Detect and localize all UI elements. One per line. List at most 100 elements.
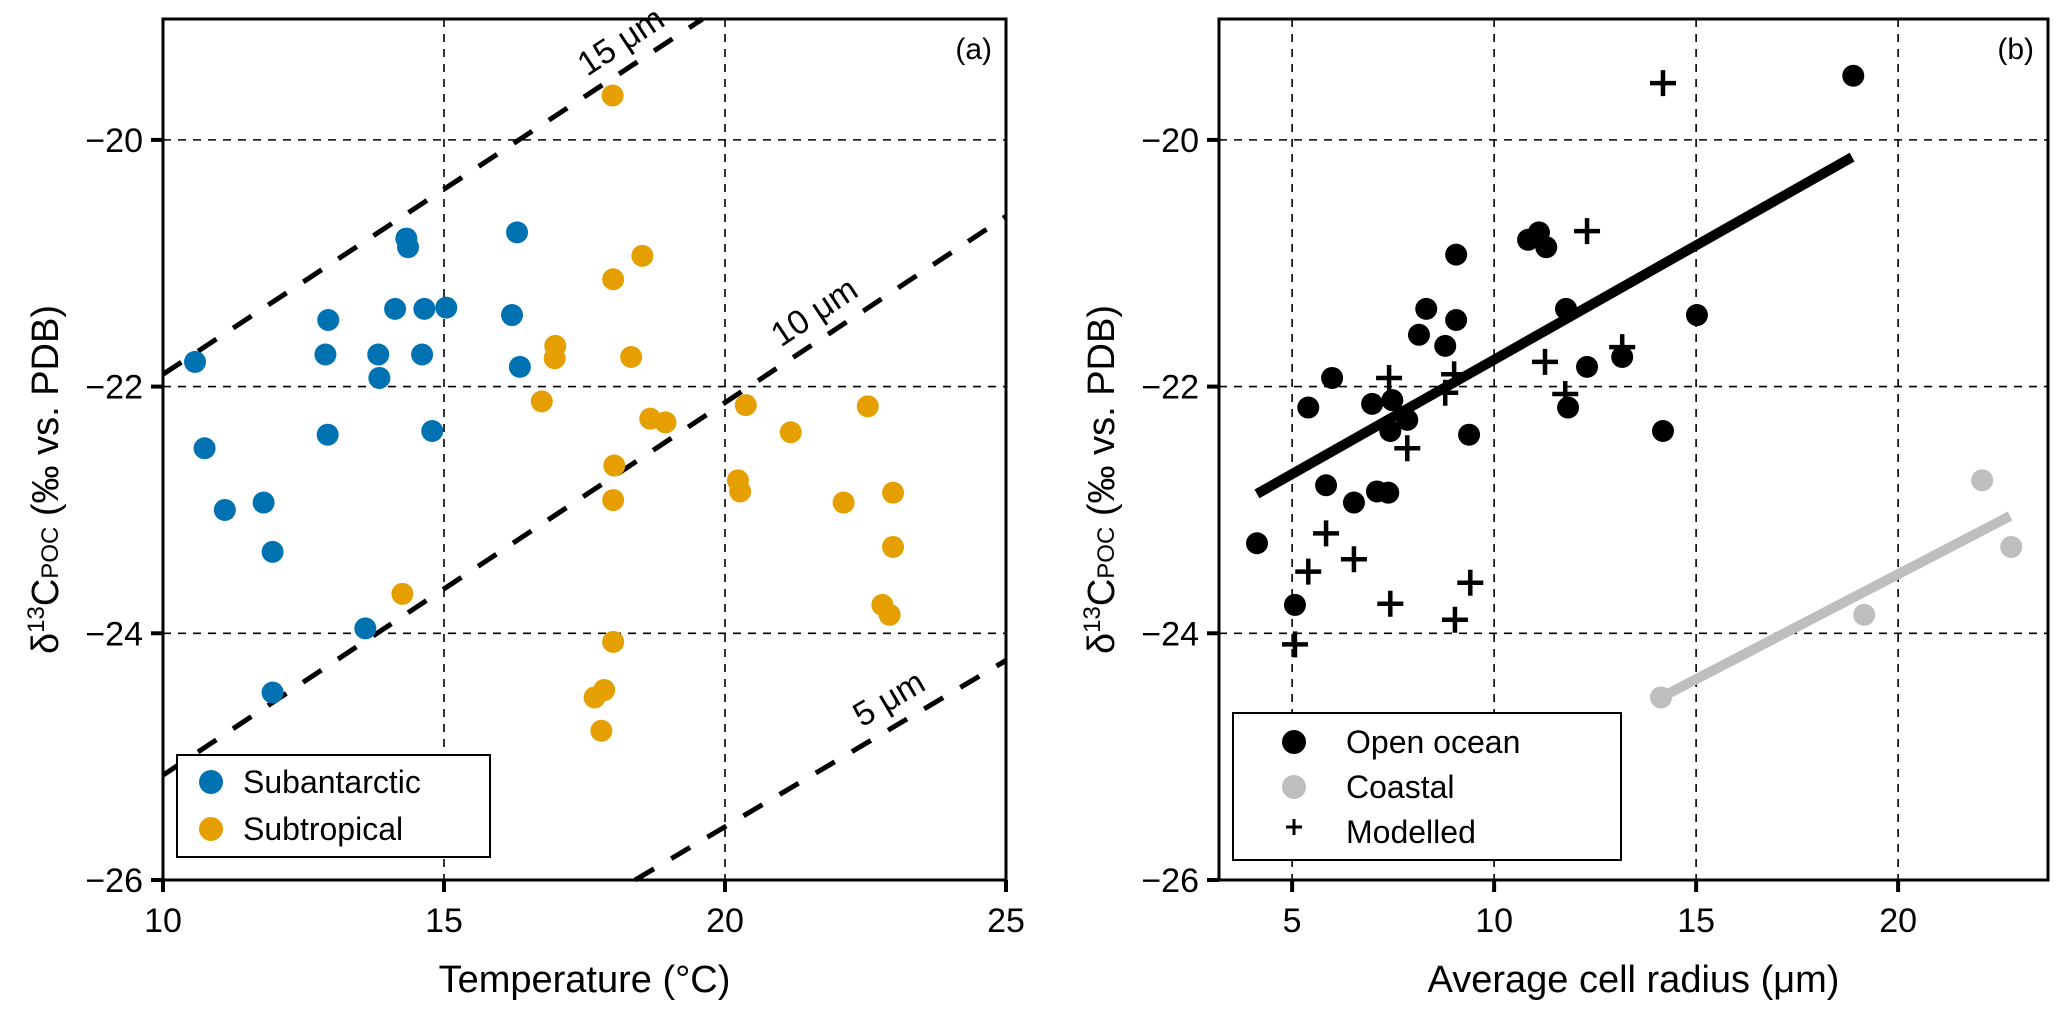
data-point-modelled [1281,631,1308,658]
ylabel-sup: 13 [1079,606,1106,633]
data-point-subantarctic [411,343,434,366]
y-tick-label: −20 [1141,122,1199,160]
series-open-ocean [1245,64,1865,616]
data-point-coastal [1649,686,1672,709]
data-point-open-ocean [1842,64,1865,87]
data-point-subantarctic [435,296,458,319]
data-point-subtropical [882,535,905,558]
data-point-modelled [1376,364,1403,391]
data-point-modelled [1295,558,1322,585]
y-axis-label: δ13CPOC (‰ vs. PDB) [1079,305,1123,654]
data-point-subantarctic [261,681,284,704]
y-tick-label: −22 [1141,369,1199,407]
data-point-modelled [1441,361,1468,388]
data-point-subantarctic [506,221,529,244]
legend-marker-open-ocean [1282,730,1306,754]
data-point-modelled [1432,379,1459,406]
ylabel-sub: POC [1093,527,1120,579]
data-point-open-ocean [1434,334,1457,357]
reference-line-10-m [161,214,1008,778]
data-point-subtropical [391,582,414,605]
data-point-open-ocean [1445,308,1468,331]
data-point-modelled [1377,590,1404,617]
ylabel-main: C [1081,579,1123,606]
data-point-subantarctic [421,419,444,442]
data-point-subtropical [543,347,566,370]
x-tick-label: 20 [1879,902,1917,940]
panel-label: (b) [1997,33,2034,66]
reference-line-label-10-m: 10 μm [764,270,864,354]
legend-label-subtropical: Subtropical [243,811,403,847]
y-tick-label: −24 [1141,615,1199,653]
data-point-subtropical [631,244,654,267]
x-tick-label: 10 [144,902,182,940]
legend-label-coastal: Coastal [1346,769,1455,805]
legend-box [176,754,491,858]
legend: Open ocean Coastal Modelled [1232,712,1622,861]
data-point-open-ocean [1407,323,1430,346]
data-point-subantarctic [314,343,337,366]
data-point-open-ocean [1245,532,1268,555]
ylabel-rest: (‰ vs. PDB) [25,305,67,527]
reference-line-15-m [161,16,704,377]
data-point-subtropical [530,390,553,413]
data-point-open-ocean [1342,491,1365,514]
ylabel-sup: 13 [23,606,50,633]
data-point-subantarctic [252,491,275,514]
grid-lines [1219,19,2048,880]
data-point-subtropical [832,491,855,514]
data-point-subantarctic [368,366,391,389]
data-point-open-ocean [1379,419,1402,442]
x-tick-label: 25 [987,902,1025,940]
axis-ticks: 5 10 15 20 −26 −24 −22 −20 [1141,122,1917,940]
y-tick-label: −20 [85,122,143,160]
ylabel-sub: POC [37,527,64,579]
data-points [184,84,905,742]
data-point-modelled [1340,546,1367,573]
data-point-open-ocean [1445,243,1468,266]
panel-label: (a) [955,33,992,66]
y-tick-label: −22 [85,369,143,407]
grid-lines [163,19,1006,880]
data-point-coastal [1971,469,1994,492]
data-point-open-ocean [1557,396,1580,419]
data-point-subantarctic [316,423,339,446]
ylabel-main: C [25,579,67,606]
data-point-subtropical [590,719,613,742]
data-point-open-ocean [1377,481,1400,504]
delta-symbol: δ [1081,633,1123,654]
data-point-open-ocean [1283,593,1306,616]
legend-label-open-ocean: Open ocean [1346,724,1520,760]
data-point-coastal [2000,535,2023,558]
legend: Subantarctic Subtropical [176,754,491,858]
x-axis-label: Temperature (°C) [439,959,731,1001]
data-point-subtropical [856,395,879,418]
y-tick-label: −26 [1141,862,1199,900]
legend-label-subantarctic: Subantarctic [243,764,421,800]
axis-ticks: 10 15 20 25 −26 −24 −22 −20 [85,122,1025,940]
data-point-coastal [1853,603,1876,626]
plot-frame [1217,17,2050,882]
data-point-open-ocean [1297,396,1320,419]
open-ocean-fit-line [1254,152,1855,499]
data-point-subantarctic [384,297,407,320]
data-point-open-ocean [1315,474,1338,497]
data-point-subtropical [729,480,752,503]
legend-marker-subtropical [199,817,223,841]
data-point-subtropical [779,421,802,444]
data-point-subtropical [620,345,643,368]
data-point-subtropical [603,454,626,477]
data-point-modelled [1394,435,1421,462]
data-point-subantarctic [397,236,420,259]
data-point-modelled [1649,70,1676,97]
legend-marker-modelled [1286,819,1302,835]
data-point-subtropical [601,84,624,107]
series-modelled [1281,70,1676,658]
ylabel-rest: (‰ vs. PDB) [1081,305,1123,527]
data-point-open-ocean [1685,304,1708,327]
reference-line-5-m [633,658,1008,883]
data-point-modelled [1552,380,1579,407]
